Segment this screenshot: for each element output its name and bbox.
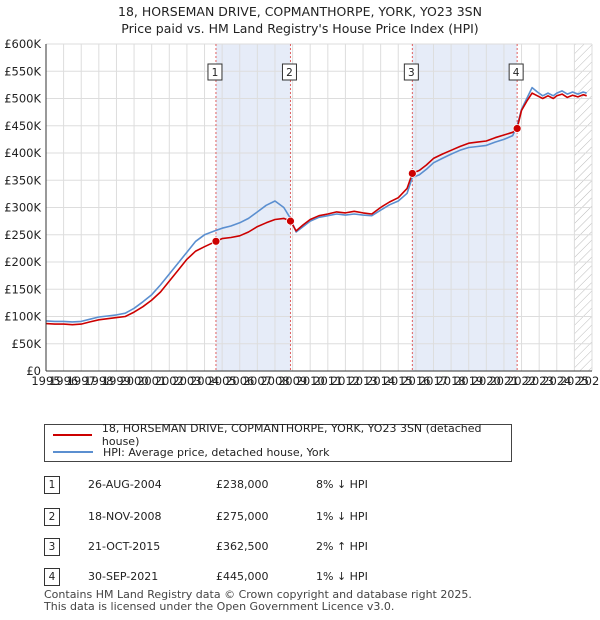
x-tick-label: 2022 bbox=[507, 374, 536, 388]
transaction-marker-label: 1 bbox=[212, 67, 219, 79]
chart-title-line2: Price paid vs. HM Land Registry's House … bbox=[121, 21, 479, 36]
transaction-price: £445,000 bbox=[216, 570, 269, 583]
transaction-marker-box bbox=[281, 63, 297, 81]
transaction-number: 3 bbox=[44, 538, 60, 556]
x-tick-label: 2011 bbox=[313, 374, 342, 388]
x-tick-label: 1998 bbox=[84, 374, 113, 388]
transaction-hpi-diff: 1% ↓ HPI bbox=[316, 510, 368, 523]
footer: Contains HM Land Registry data © Crown c… bbox=[44, 589, 472, 613]
y-tick-label: £200K bbox=[4, 255, 41, 269]
x-tick-label: 2013 bbox=[348, 374, 377, 388]
x-tick-label: 2019 bbox=[454, 374, 483, 388]
x-tick-label: 2002 bbox=[155, 374, 184, 388]
x-tick-label: 2006 bbox=[225, 374, 254, 388]
transaction-hpi-diff: 1% ↓ HPI bbox=[316, 570, 368, 583]
transaction-number: 1 bbox=[44, 476, 60, 494]
x-tick-label: 2003 bbox=[172, 374, 201, 388]
transaction-marker-box bbox=[207, 63, 223, 81]
y-tick-label: £500K bbox=[4, 92, 41, 106]
x-tick-label: 1996 bbox=[49, 374, 78, 388]
transaction-row: 2 18-NOV-2008 £275,000 1% ↓ HPI bbox=[44, 508, 544, 528]
legend-label-hpi: HPI: Average price, detached house, York bbox=[103, 445, 330, 459]
transaction-date: 26-AUG-2004 bbox=[88, 478, 162, 491]
legend-item-property: 18, HORSEMAN DRIVE, COPMANTHORPE, YORK, … bbox=[53, 422, 511, 448]
y-tick-label: £150K bbox=[4, 282, 41, 296]
transaction-date: 30-SEP-2021 bbox=[88, 570, 159, 583]
x-tick-label: 2017 bbox=[419, 374, 448, 388]
x-tick-label: 1999 bbox=[102, 374, 131, 388]
x-tick-label: 2025 bbox=[560, 374, 589, 388]
sale-point bbox=[211, 236, 221, 246]
transaction-price: £238,000 bbox=[216, 478, 269, 491]
transaction-marker-label: 2 bbox=[286, 67, 293, 79]
x-tick-label: 2000 bbox=[119, 374, 148, 388]
x-tick-label: 2024 bbox=[542, 374, 571, 388]
y-tick-label: £0 bbox=[26, 364, 41, 378]
y-tick-label: £400K bbox=[4, 146, 41, 160]
transaction-number: 2 bbox=[44, 508, 60, 526]
x-tick-label: 2005 bbox=[207, 374, 236, 388]
sale-point bbox=[407, 169, 417, 178]
transaction-hpi-diff: 2% ↑ HPI bbox=[316, 540, 368, 553]
y-tick-label: £600K bbox=[4, 37, 41, 51]
transaction-date: 21-OCT-2015 bbox=[88, 540, 161, 553]
transaction-row: 3 21-OCT-2015 £362,500 2% ↑ HPI bbox=[44, 538, 544, 558]
x-tick-label: 2012 bbox=[331, 374, 360, 388]
transaction-marker-label: 4 bbox=[513, 67, 520, 79]
x-tick-label: 1997 bbox=[67, 374, 96, 388]
y-tick-label: £300K bbox=[4, 201, 41, 215]
x-tick-label: 2023 bbox=[525, 374, 554, 388]
x-tick-label: 2020 bbox=[472, 374, 501, 388]
transaction-price: £362,500 bbox=[216, 540, 269, 553]
x-tick-label: 2008 bbox=[260, 374, 289, 388]
transaction-date: 18-NOV-2008 bbox=[88, 510, 162, 523]
transaction-marker-box bbox=[403, 63, 419, 81]
y-tick-label: £450K bbox=[4, 119, 41, 133]
transaction-number: 4 bbox=[44, 568, 60, 586]
x-tick-label: 2007 bbox=[243, 374, 272, 388]
transaction-marker-box bbox=[508, 63, 524, 81]
legend-swatch-property bbox=[53, 434, 92, 436]
x-tick-label: 2010 bbox=[296, 374, 325, 388]
transaction-marker-label: 3 bbox=[408, 67, 415, 79]
legend-swatch-hpi bbox=[53, 451, 93, 453]
x-tick-label: 2009 bbox=[278, 374, 307, 388]
x-tick-label: 2021 bbox=[489, 374, 518, 388]
x-tick-label: 2018 bbox=[436, 374, 465, 388]
x-tick-label: 2015 bbox=[384, 374, 413, 388]
x-tick-label: 2001 bbox=[137, 374, 166, 388]
y-tick-label: £350K bbox=[4, 173, 41, 187]
legend: 18, HORSEMAN DRIVE, COPMANTHORPE, YORK, … bbox=[44, 422, 512, 462]
sale-point bbox=[286, 216, 295, 226]
price-chart: 1 2 3 4 £0 £50K £100K £150K £200K £250K £300K £350… bbox=[4, 37, 600, 388]
legend-item-hpi: HPI: Average price, detached house, York bbox=[53, 444, 330, 460]
chart-title-line1: 18, HORSEMAN DRIVE, COPMANTHORPE, YORK, … bbox=[118, 4, 482, 19]
y-tick-label: £100K bbox=[4, 310, 41, 324]
sale-point bbox=[512, 124, 522, 133]
x-tick-label: 2014 bbox=[366, 374, 395, 388]
x-tick-label: 2026 bbox=[577, 374, 600, 388]
hpi-line bbox=[45, 86, 587, 323]
property-price-line bbox=[45, 92, 587, 326]
transaction-row: 1 26-AUG-2004 £238,000 8% ↓ HPI bbox=[44, 476, 544, 496]
legend-label-property: 18, HORSEMAN DRIVE, COPMANTHORPE, YORK, … bbox=[101, 422, 482, 448]
y-tick-label: £550K bbox=[4, 64, 41, 78]
transaction-price: £275,000 bbox=[216, 510, 269, 523]
y-tick-label: £50K bbox=[12, 337, 42, 351]
x-tick-label: 1995 bbox=[31, 374, 60, 388]
transaction-hpi-diff: 8% ↓ HPI bbox=[316, 478, 368, 491]
x-tick-label: 2016 bbox=[401, 374, 430, 388]
y-tick-label: £250K bbox=[4, 228, 41, 242]
transaction-row: 4 30-SEP-2021 £445,000 1% ↓ HPI bbox=[44, 568, 544, 588]
x-tick-label: 2004 bbox=[190, 374, 219, 388]
footer-copyright: Contains HM Land Registry data © Crown c… bbox=[44, 588, 472, 601]
footer-licence: This data is licensed under the Open Gov… bbox=[44, 600, 395, 613]
